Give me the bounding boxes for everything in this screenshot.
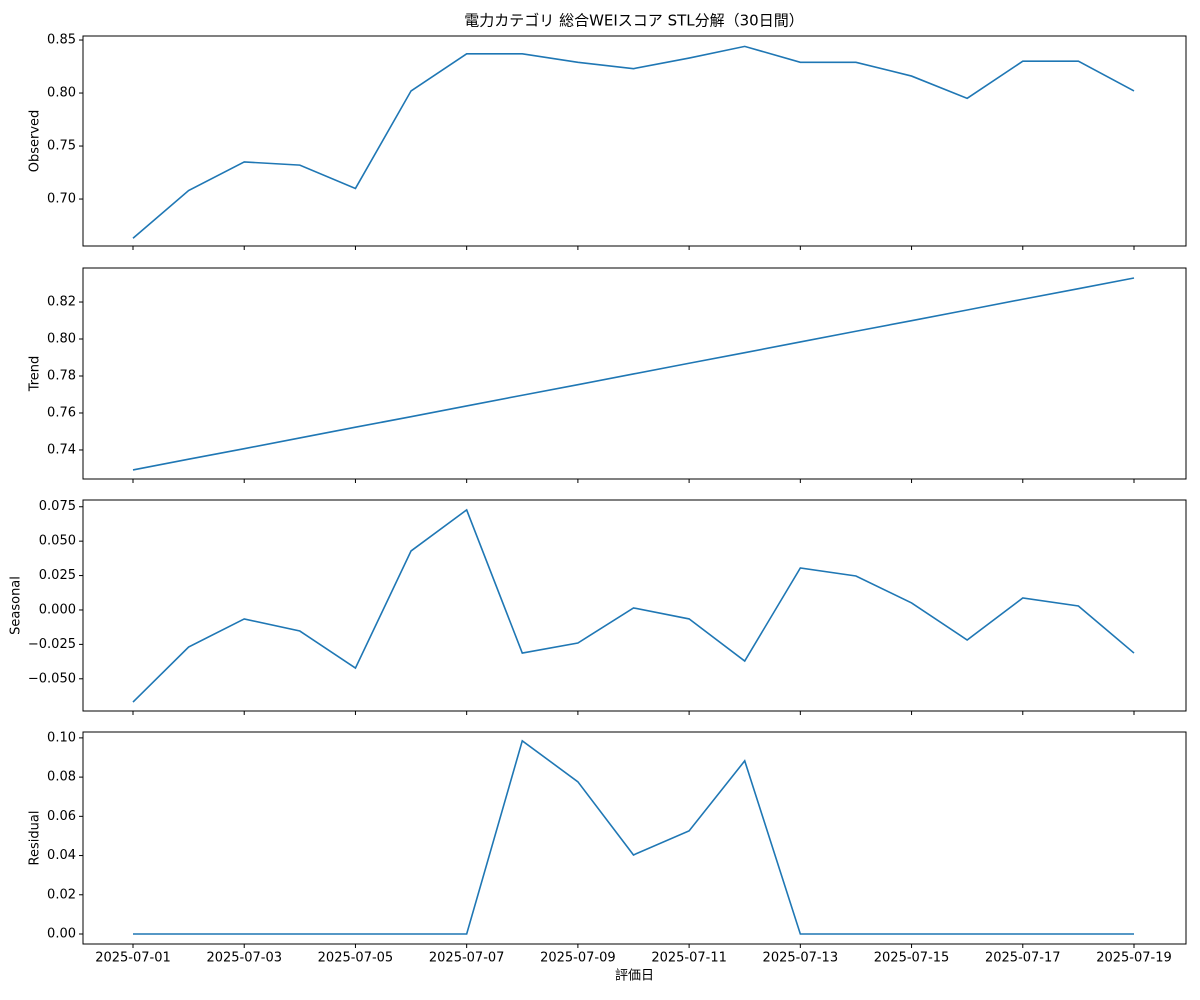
x-tick-label: 2025-07-03: [206, 951, 282, 966]
x-axis-label: 評価日: [615, 969, 654, 984]
y-tick-label: 0.74: [47, 442, 76, 457]
y-tick-label: −0.050: [28, 671, 76, 686]
y-tick-label: 0.76: [47, 405, 76, 420]
plot-frame: [82, 499, 1187, 712]
y-tick-label: 0.00: [47, 926, 76, 941]
y-tick-label: 0.75: [47, 139, 76, 154]
y-tick-label: 0.08: [47, 770, 76, 785]
plot-frame: [82, 267, 1187, 480]
x-tick-label: 2025-07-09: [540, 951, 616, 966]
y-axis-label: Seasonal: [8, 576, 23, 635]
y-tick-label: 0.000: [39, 602, 76, 617]
y-tick-label: 0.04: [47, 848, 76, 863]
y-tick-label: 0.85: [47, 33, 76, 48]
y-tick-label: 0.06: [47, 809, 76, 824]
data-line: [132, 45, 1135, 239]
y-tick-label: 0.78: [47, 368, 76, 383]
data-line: [133, 739, 1134, 935]
y-axis-label: Trend: [28, 356, 43, 393]
x-tick-label: 2025-07-07: [429, 951, 505, 966]
y-tick-label: 0.80: [47, 86, 76, 101]
plot-frame: [82, 731, 1187, 945]
y-tick-label: −0.025: [28, 637, 76, 652]
y-tick-label: 0.025: [39, 568, 76, 583]
y-tick-label: 0.050: [39, 534, 76, 549]
chart-title: 電力カテゴリ 総合WEIスコア STL分解（30日間）: [464, 12, 803, 30]
x-tick-label: 2025-07-13: [763, 951, 839, 966]
plot-frame: [82, 35, 1187, 247]
y-tick-label: 0.82: [47, 295, 76, 310]
y-tick-label: 0.075: [39, 499, 76, 514]
y-tick-label: 0.70: [47, 192, 76, 207]
x-tick-label: 2025-07-19: [1096, 951, 1172, 966]
data-line: [132, 508, 1135, 703]
x-tick-label: 2025-07-11: [651, 951, 727, 966]
y-axis-label: Residual: [28, 811, 43, 866]
y-axis-label: Observed: [28, 110, 43, 173]
x-tick-label: 2025-07-15: [874, 951, 950, 966]
x-tick-label: 2025-07-17: [985, 951, 1061, 966]
x-tick-label: 2025-07-05: [318, 951, 394, 966]
x-tick-label: 2025-07-01: [95, 951, 171, 966]
y-tick-label: 0.02: [47, 887, 76, 902]
y-tick-label: 0.10: [47, 730, 76, 745]
data-line: [132, 277, 1135, 471]
y-tick-label: 0.80: [47, 332, 76, 347]
